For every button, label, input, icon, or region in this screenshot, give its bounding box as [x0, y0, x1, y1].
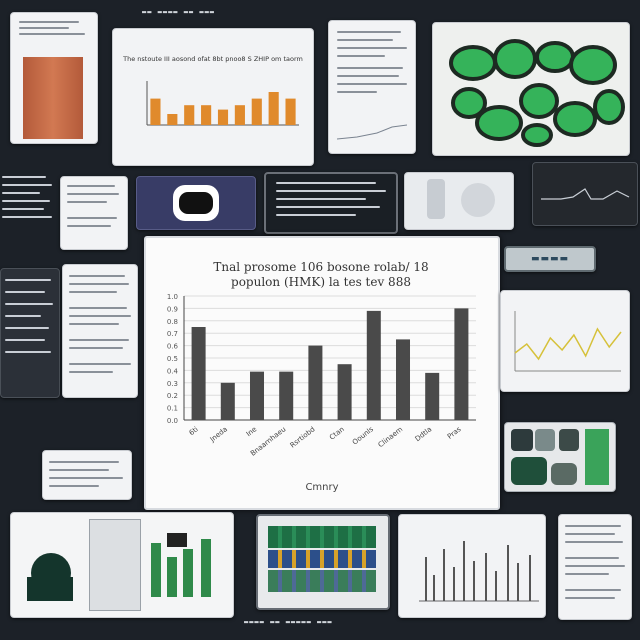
line-chart-thumbnail[interactable]: [500, 290, 630, 392]
chart-bar: [251, 98, 262, 125]
y-tick-label: 0.7: [167, 330, 178, 338]
bar-chart-thumbnail[interactable]: The nstoute III aosond ofat 8bt pnoo8 S …: [112, 28, 314, 166]
y-tick-label: 0.3: [167, 380, 178, 388]
badge-label: ▬▬▬▬: [530, 254, 569, 264]
equipment-image[interactable]: [10, 512, 234, 618]
chart-bar: [217, 109, 229, 125]
x-tick-label: Rsrtiobd: [289, 425, 317, 449]
report-document[interactable]: [558, 514, 632, 620]
x-tick-label: Clinaem: [377, 425, 405, 449]
photo-thumbnail: [23, 57, 83, 139]
leaf-cell-icon: [449, 39, 625, 147]
chart-bar: [454, 308, 469, 420]
note-card[interactable]: [60, 176, 128, 250]
series-line: [514, 327, 622, 361]
y-tick-label: 0.2: [167, 392, 178, 400]
y-tick-label: 0.8: [167, 318, 178, 326]
x-axis-label: Cmnry: [305, 482, 339, 493]
y-tick-label: 0.5: [167, 355, 178, 363]
chart-bar: [279, 371, 294, 420]
y-tick-label: 0.6: [167, 343, 179, 351]
tall-document[interactable]: [62, 264, 138, 398]
x-tick-label: Ddtla: [414, 425, 434, 443]
code-panel[interactable]: [264, 172, 398, 234]
y-tick-label: 0.1: [167, 405, 178, 413]
chart-bar: [220, 382, 235, 420]
tablet-icon: [173, 185, 219, 221]
y-tick-label: 0.0: [167, 417, 178, 425]
chart-bar: [337, 364, 352, 420]
chart-bar: [308, 345, 323, 420]
top-caption: ▬▬ ▬▬▬▬ ▬▬ ▬▬▬: [142, 8, 216, 16]
chart-bar: [268, 92, 279, 125]
x-tick-label: Oounls: [351, 425, 375, 446]
chart-bar: [167, 114, 178, 125]
sparkline: [337, 124, 407, 140]
y-tick-label: 1.0: [167, 293, 178, 301]
figure-icon: [427, 179, 445, 219]
caption-card[interactable]: [42, 450, 132, 500]
x-tick-label: Ctan: [328, 425, 346, 441]
chart-plot: 0.0 0.1 0.2 0.3 0.4 0.5 0.6 0.7 0.8 0.9 1.0 6ti Jned…: [167, 293, 476, 458]
main-bar-chart[interactable]: Tnal prosome 106 bosone rolab/ 18 populo…: [144, 236, 500, 510]
x-tick-label: Ine: [245, 425, 258, 438]
x-tick-label: Pras: [446, 425, 463, 441]
signal-chart[interactable]: [532, 162, 638, 226]
photo-strip[interactable]: [504, 422, 616, 492]
document-thumbnail[interactable]: [10, 12, 98, 144]
chart-bar: [395, 339, 411, 420]
y-tick-label: 0.4: [167, 367, 179, 375]
chart-bar: [366, 310, 381, 420]
x-tick-label: Jneda: [208, 425, 229, 444]
chart-bar: [184, 105, 195, 125]
label-badge[interactable]: ▬▬▬▬: [504, 246, 596, 272]
orange-bar-chart: [146, 81, 299, 126]
grid-image[interactable]: [256, 514, 390, 610]
bottom-caption: ▬▬▬▬ ▬▬ ▬▬▬▬▬ ▬▬▬: [244, 618, 333, 626]
y-tick-label: 0.9: [167, 305, 178, 313]
chart-bar: [285, 98, 296, 125]
yellow-line-chart: [514, 311, 622, 372]
leaf-cell-image[interactable]: [432, 22, 630, 156]
chart-bar: [425, 372, 440, 420]
thumbnail-title: The nstoute III aosond ofat 8bt pnoo8 S …: [123, 55, 303, 63]
chart-bar: [234, 105, 245, 125]
spike-chart-thumbnail[interactable]: [398, 514, 546, 618]
text-panel: [0, 168, 58, 260]
chart-bar: [191, 327, 206, 420]
chart-bar: [249, 371, 265, 420]
chart-bar: [201, 105, 212, 125]
x-tick-label: 6ti: [188, 425, 200, 437]
list-panel: [0, 268, 60, 398]
text-document[interactable]: [328, 20, 416, 154]
device-tile[interactable]: [136, 176, 256, 230]
chart-bar: [150, 98, 161, 125]
chart-title: Tnal prosome 106 bosone rolab/ 18 populo…: [213, 260, 429, 289]
photo-tile[interactable]: [404, 172, 514, 230]
